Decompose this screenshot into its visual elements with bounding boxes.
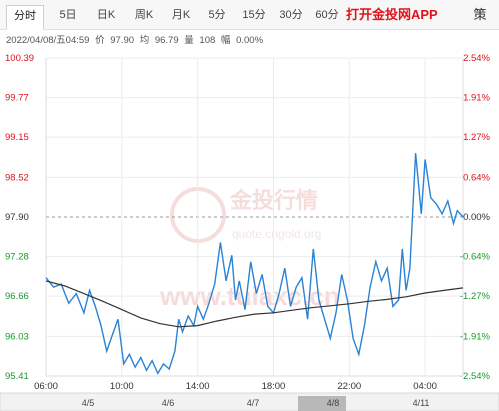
y-tick-price-2: 99.15	[5, 132, 29, 143]
y-tick-price-5: 97.28	[5, 252, 29, 263]
info-change: 0.00%	[236, 35, 264, 46]
x-tick-3: 18:00	[262, 381, 286, 392]
y-tick-price-1: 99.77	[5, 93, 29, 104]
series-line-avg	[45, 280, 464, 328]
y-tick-price-8: 95.41	[5, 371, 29, 382]
y-tick-pct-3: 0.64%	[463, 172, 490, 183]
time-navigator: 4/5 4/6 4/7 4/8 4/11	[0, 392, 499, 411]
tab-6[interactable]: 15分	[242, 9, 266, 21]
info-price-label: 价	[95, 35, 105, 46]
open-app-link[interactable]: 打开金投网APP	[346, 7, 438, 22]
info-volume-label: 量	[184, 35, 194, 46]
tab-0[interactable]: 分时	[6, 5, 44, 30]
navigator-track	[0, 392, 499, 411]
tab-1[interactable]: 5日	[59, 9, 77, 21]
info-volume: 108	[199, 35, 216, 46]
y-tick-pct-7: -1.91%	[460, 331, 491, 342]
y-tick-pct-1: 1.91%	[463, 93, 490, 104]
navigator-date-1: 4/6	[162, 398, 175, 408]
y-tick-pct-6: -1.27%	[460, 291, 491, 302]
navigator-date-4: 4/11	[413, 398, 430, 408]
y-tick-pct-5: -0.64%	[460, 252, 491, 263]
y-tick-pct-8: -2.54%	[460, 371, 491, 382]
info-price: 97.90	[110, 35, 135, 46]
tab-3[interactable]: 周K	[134, 9, 154, 21]
x-tick-2: 14:00	[186, 381, 210, 392]
navigator-handle[interactable]	[298, 396, 346, 411]
navigator-date-2: 4/7	[247, 398, 260, 408]
y-tick-pct-4: 0.00%	[463, 212, 490, 223]
y-tick-pct-0: 2.54%	[463, 53, 490, 64]
tab-7[interactable]: 30分	[279, 9, 303, 21]
info-avg-label: 均	[139, 35, 150, 46]
info-change-label: 幅	[220, 35, 231, 46]
y-tick-pct-2: 1.27%	[463, 132, 490, 143]
x-tick-1: 10:00	[110, 381, 134, 392]
tab-4[interactable]: 月K	[171, 9, 191, 21]
period-tab-bar: 分时 5日 日K 周K 月K 5分 15分 30分 60分 打开金投网APP 策	[0, 0, 499, 30]
watermark-site: quote.cngold.org	[232, 227, 321, 241]
y-tick-price-0: 100.39	[5, 53, 34, 64]
series-line-price	[45, 153, 464, 375]
info-avg: 96.79	[154, 35, 179, 46]
info-datetime: 2022/04/08/五04:59	[6, 35, 90, 46]
x-tick-5: 04:00	[413, 381, 437, 392]
y-tick-price-6: 96.66	[5, 291, 29, 302]
x-tick-0: 06:00	[34, 381, 58, 392]
y-tick-price-3: 98.52	[5, 172, 29, 183]
tab-8[interactable]: 60分	[315, 9, 339, 21]
navigator-date-0: 4/5	[82, 398, 95, 408]
y-tick-price-4: 97.90	[5, 212, 29, 223]
y-tick-price-7: 96.03	[5, 331, 29, 342]
strategy-icon[interactable]: 策	[473, 7, 487, 22]
tab-5[interactable]: 5分	[208, 9, 226, 21]
navigator-date-3: 4/8	[327, 398, 340, 408]
x-tick-4: 22:00	[337, 381, 361, 392]
quote-info-line: 2022/04/08/五04:59 价 97.90 均 96.79 量 108 …	[6, 32, 266, 46]
tab-2[interactable]: 日K	[96, 9, 116, 21]
